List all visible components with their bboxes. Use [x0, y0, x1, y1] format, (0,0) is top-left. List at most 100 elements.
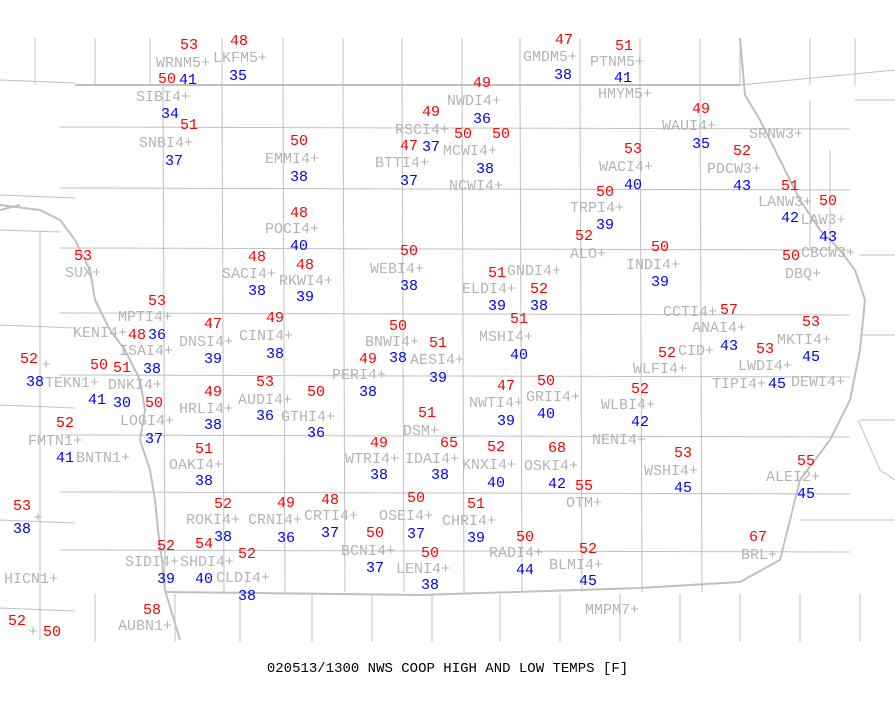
low-temp: 39	[204, 350, 223, 368]
station-label: CCTI4+	[663, 303, 718, 321]
high-temp: 57	[720, 301, 739, 319]
station-label: SIDI4+	[125, 553, 180, 571]
high-temp: 52	[631, 380, 650, 398]
station-label: GMDM5+	[523, 48, 578, 66]
high-temp: 52	[575, 227, 594, 245]
high-temp: 47	[204, 315, 223, 333]
low-temp: 37	[366, 559, 385, 577]
station-label: MPTI4+	[118, 308, 173, 326]
high-temp: 51	[615, 37, 634, 55]
station-label: DNSI4+	[179, 333, 234, 351]
low-temp: 38	[290, 168, 309, 186]
station-label: FMTN1+	[28, 432, 83, 450]
low-temp: 37	[165, 152, 184, 170]
high-temp: 48	[321, 491, 340, 509]
county-line	[162, 84, 166, 593]
county-line	[0, 229, 61, 233]
high-temp: 48	[230, 32, 249, 50]
high-temp: 53	[148, 292, 167, 310]
low-temp: 38	[421, 576, 440, 594]
county-line	[59, 312, 851, 316]
high-temp: 51	[467, 495, 486, 513]
high-temp: 53	[13, 497, 32, 515]
station-label: SIBI4+	[136, 88, 191, 106]
station-label: PTNM5+	[590, 53, 645, 71]
low-temp: 36	[277, 529, 296, 547]
high-temp: 51	[781, 177, 800, 195]
high-temp: 52	[658, 344, 677, 362]
low-temp: 38	[389, 349, 408, 367]
low-temp: 39	[596, 216, 615, 234]
station-label: ELDI4+	[462, 280, 517, 298]
high-temp: 51	[195, 440, 214, 458]
state-boundary	[0, 204, 21, 211]
high-temp: 49	[277, 494, 296, 512]
low-temp: 37	[422, 138, 441, 156]
low-temp: 43	[733, 177, 752, 195]
low-temp: 38	[400, 277, 419, 295]
station-label: LWDI4+	[738, 357, 793, 375]
low-temp: 38	[238, 587, 257, 605]
high-temp: 53	[256, 373, 275, 391]
low-temp: 38	[370, 466, 389, 484]
station-label: PDCW3+	[707, 160, 762, 178]
high-temp: 53	[74, 247, 93, 265]
high-temp: 50	[819, 192, 838, 210]
station-label: OAKI4+	[169, 456, 224, 474]
station-label: CID+	[678, 342, 715, 360]
station-label: WEBI4+	[370, 260, 425, 278]
station-label: ANAI4+	[692, 319, 747, 337]
low-temp: 39	[157, 570, 176, 588]
low-temp: 38	[431, 466, 450, 484]
high-temp: 50	[454, 125, 473, 143]
high-temp: 50	[366, 524, 385, 542]
station-label: AUDI4+	[238, 391, 293, 409]
high-temp: 65	[440, 434, 459, 452]
station-label: HRLI4+	[179, 400, 234, 418]
county-line	[0, 404, 76, 409]
station-label: MKTI4+	[777, 331, 832, 349]
county-line	[342, 84, 346, 593]
county-line	[0, 194, 76, 199]
low-temp: 41	[88, 391, 107, 409]
station-label: BNTN1+	[76, 449, 131, 467]
low-temp: 30	[113, 394, 132, 412]
low-temp: 38	[26, 373, 45, 391]
high-temp: 48	[296, 256, 315, 274]
station-label: HMYM5+	[598, 85, 653, 103]
high-temp: 51	[510, 310, 529, 328]
county-line	[401, 84, 405, 593]
station-label: DBQ+	[785, 265, 822, 283]
station-label: BNWI4+	[365, 333, 420, 351]
high-temp: 49	[422, 103, 441, 121]
station-label: OSEI4+	[379, 507, 434, 525]
low-temp: 40	[195, 570, 214, 588]
station-label: DEWI4+	[791, 373, 846, 391]
high-temp: 52	[733, 142, 752, 160]
low-temp: 38	[248, 282, 267, 300]
station-label: ISAI4+	[119, 342, 174, 360]
station-label: MMPM7+	[585, 601, 640, 619]
low-temp: 40	[290, 237, 309, 255]
low-temp: 38	[266, 345, 285, 363]
low-temp: 39	[296, 288, 315, 306]
station-label: LKFM5+	[213, 49, 268, 67]
high-temp: 50	[407, 489, 426, 507]
station-label: PERI4+	[332, 366, 387, 384]
high-temp: 50	[782, 247, 801, 265]
map-title: 020513/1300 NWS COOP HIGH AND LOW TEMPS …	[266, 661, 629, 677]
station-label: POCI4+	[265, 220, 320, 238]
high-temp: 49	[204, 383, 223, 401]
low-temp: 41	[56, 449, 75, 467]
station-label: +	[41, 356, 51, 374]
high-temp: 58	[143, 601, 162, 619]
high-temp: 50	[90, 356, 109, 374]
station-label: CINI4+	[239, 327, 294, 345]
station-label: DSM+	[403, 422, 440, 440]
station-label: CRTI4+	[304, 507, 359, 525]
county-line	[461, 84, 465, 593]
low-temp: 35	[692, 135, 711, 153]
county-line	[739, 69, 895, 86]
high-temp: 53	[756, 340, 775, 358]
high-temp: 47	[497, 377, 516, 395]
